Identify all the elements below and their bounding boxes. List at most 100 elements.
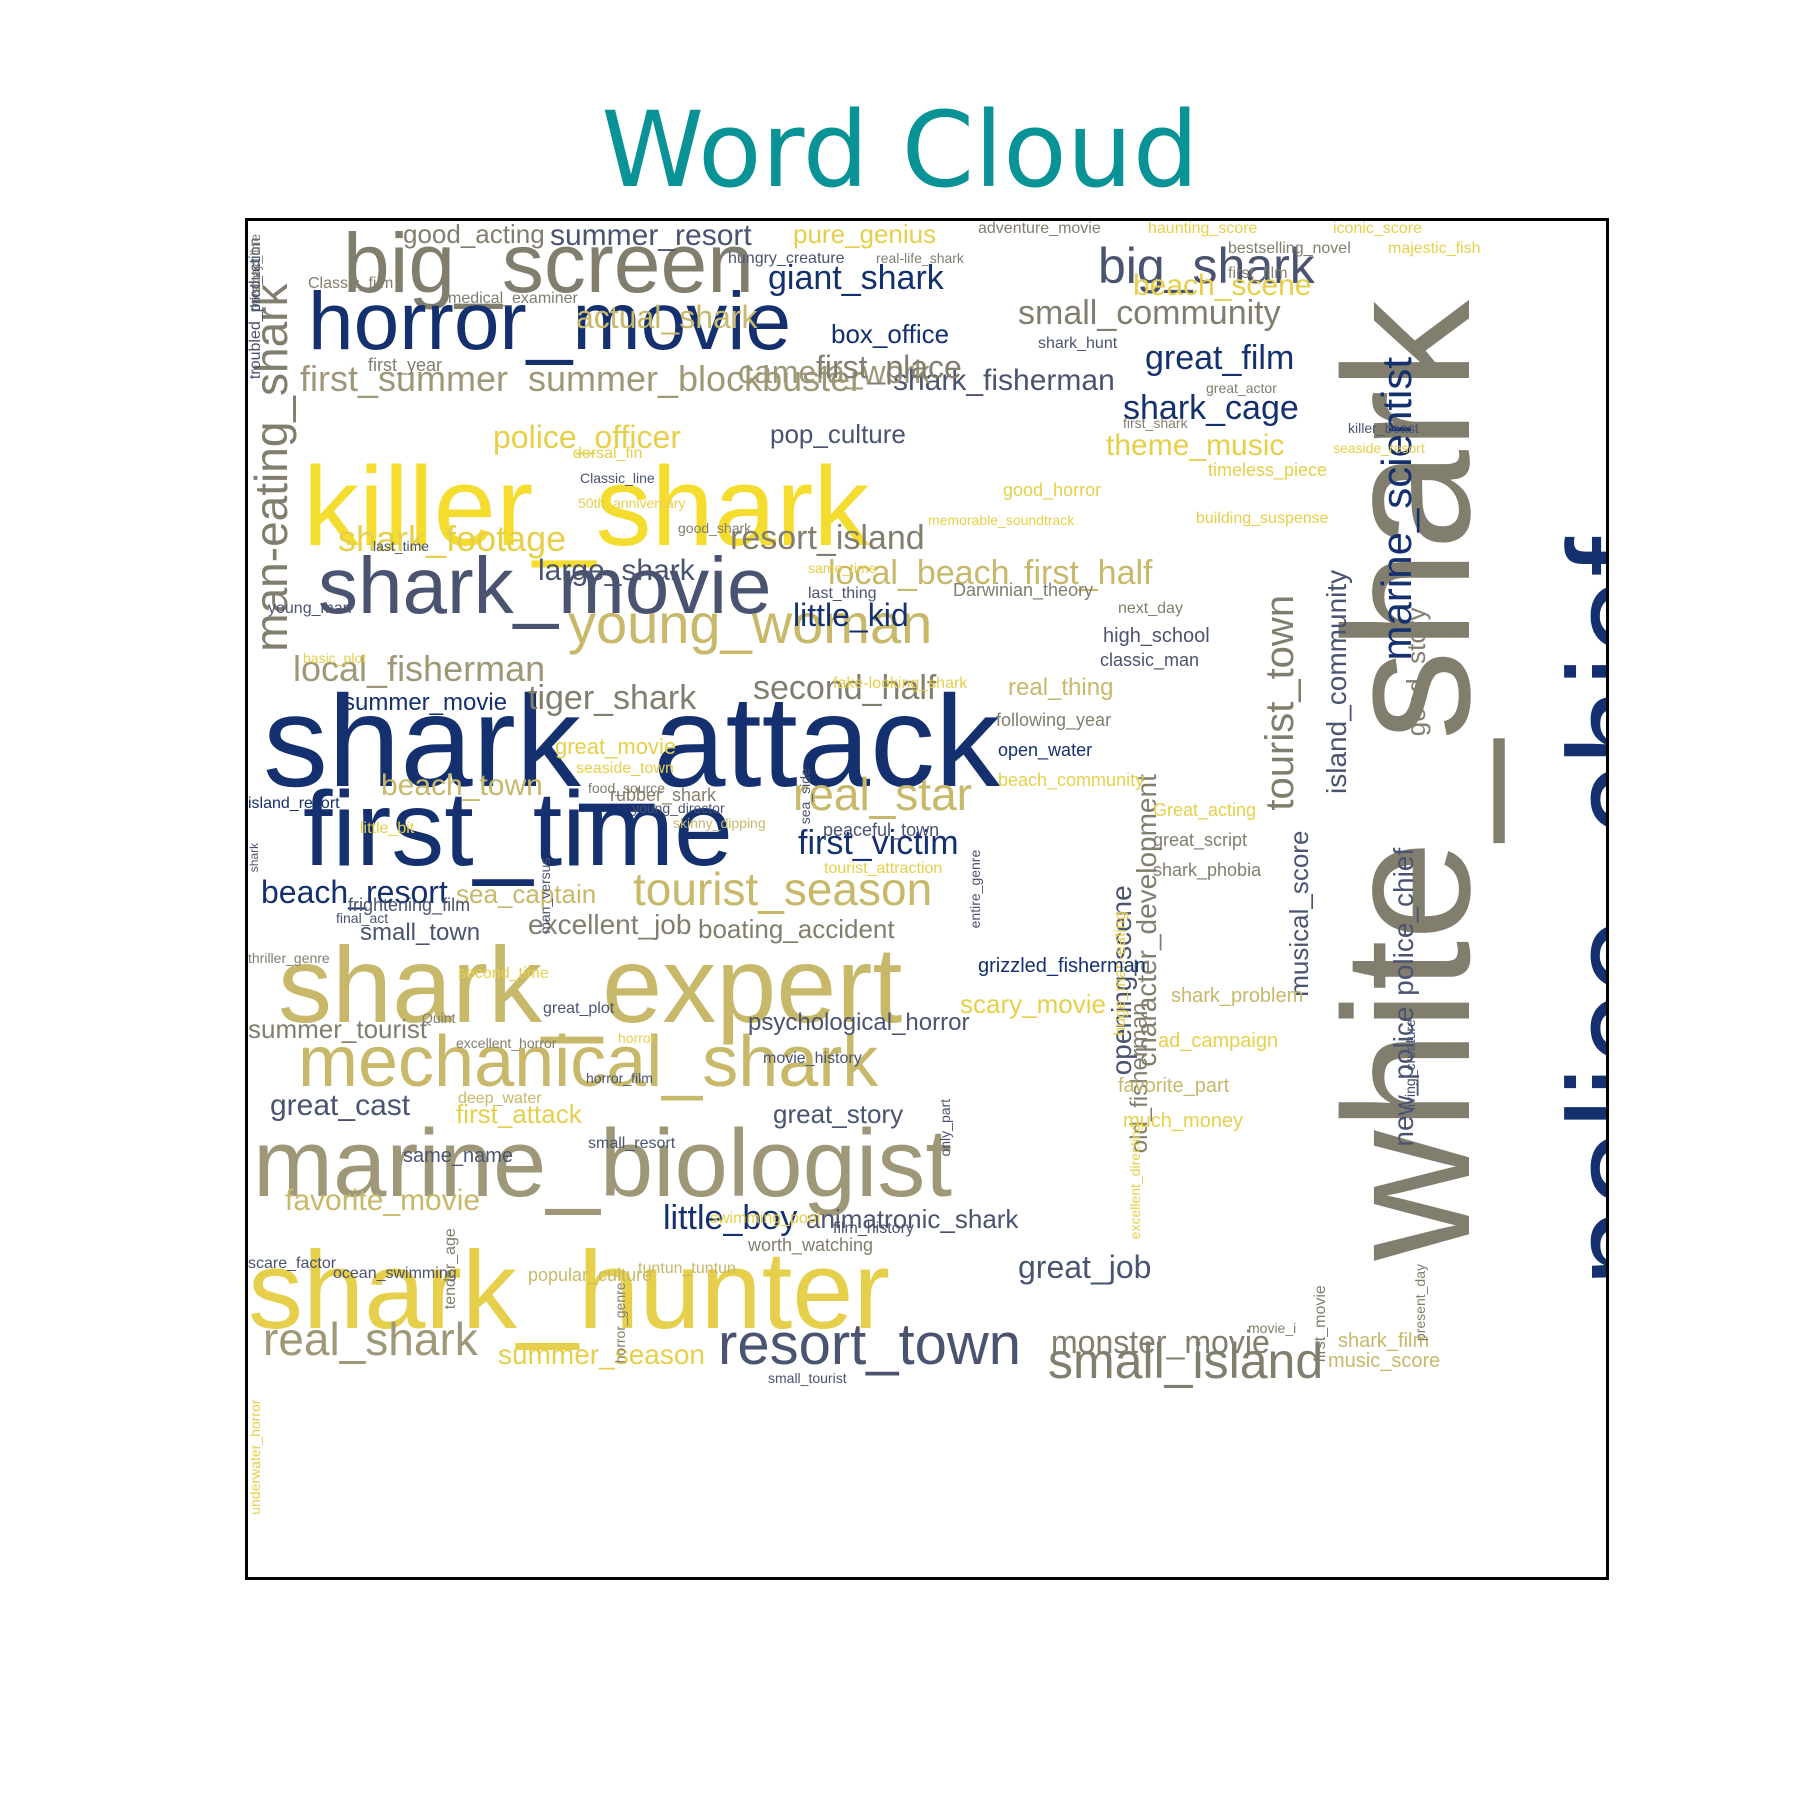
word-same-time: same_time	[808, 560, 877, 576]
word-giant-shark: giant_shark	[768, 259, 944, 297]
word-peaceful-town: peaceful_town	[823, 820, 940, 840]
word-summer-tourist: summer_tourist	[248, 1014, 428, 1044]
word-little-boy: little_boy	[663, 1199, 798, 1237]
word-horror-film: horror_film	[586, 1070, 653, 1086]
word-much-money: much_money	[1123, 1110, 1244, 1132]
word-swimming-pool: swimming_pool	[710, 1210, 821, 1227]
word-monster-movie: monster_movie	[1051, 1324, 1270, 1360]
word-small-tourist: small_tourist	[768, 1370, 847, 1386]
word-first-attack: first_attack	[456, 1099, 582, 1129]
word-50th-anniversary: 50th_anniversary	[578, 495, 686, 511]
word-medical-examiner: medical_examiner	[448, 290, 578, 307]
word-large-shark: large_shark	[538, 554, 695, 587]
word-local-beach: local_beach	[828, 554, 1010, 592]
word-summer-season: summer_season	[498, 1339, 705, 1370]
word-animatronic-shark: animatronic_shark	[806, 1204, 1019, 1234]
word-scary-movie: scary_movie	[960, 989, 1106, 1019]
word-island-resort: island_resort	[248, 795, 340, 812]
word-iconic-score: iconic_score	[1333, 220, 1422, 237]
word-first-half: first_half	[1024, 554, 1153, 592]
word-great-cast: great_cast	[270, 1089, 411, 1122]
word-beach-scene: beach_scene	[1133, 269, 1312, 302]
word-adventure-movie: adventure_movie	[978, 220, 1101, 237]
word-entire-genre: entire_genre	[967, 849, 983, 929]
word-classic-man: classic_man	[1100, 650, 1200, 670]
word-ad-campaign: ad_campaign	[1158, 1030, 1279, 1052]
word-seaside-town: seaside_town	[576, 760, 674, 777]
word-real-thing: real_thing	[1008, 674, 1114, 701]
word-great-film: great_film	[1145, 339, 1295, 377]
word-summer-resort: summer_resort	[550, 219, 752, 252]
word-good-acting: good_acting	[403, 219, 545, 249]
word-shark: shark	[247, 842, 261, 873]
word-shark-footage: shark_footage	[338, 518, 567, 559]
word-last-time: last_time	[373, 538, 430, 554]
word-small-community: small_community	[1018, 294, 1281, 332]
word-great-movie: great_movie	[555, 734, 677, 759]
word-shark-hunter: shark_hunter	[248, 1229, 891, 1352]
word-quint: Quint	[422, 1010, 456, 1026]
word-young-director: young_director	[632, 800, 725, 816]
word-pop-culture: pop_culture	[770, 419, 906, 449]
word-thriller-genre: thriller_genre	[248, 950, 330, 966]
word-ocean-swimming: ocean_swimming	[333, 1265, 457, 1282]
word-movie-i: movie_i	[1248, 1320, 1297, 1336]
word-real-shark: real_shark	[263, 1313, 478, 1365]
word-big-shark: big_shark	[1098, 238, 1315, 294]
word-shark-film: shark_film	[1338, 1330, 1430, 1352]
word-seaside-resort: seaside_resort	[1333, 440, 1425, 456]
word-summer-movie: summer_movie	[343, 689, 508, 716]
word-beach-community: beach_community	[998, 770, 1145, 790]
word-basic-plot: basic_plot	[303, 650, 367, 666]
word-film-history: film_history	[833, 1220, 914, 1237]
word-killer-beast: killer_beast	[1348, 420, 1419, 436]
word-camera-work: camera_work	[738, 354, 931, 390]
word-first-victim: first_victim	[798, 824, 959, 862]
word-local-fisherman: local_fisherman	[293, 648, 546, 689]
word-shark-fisherman: shark_fisherman	[893, 364, 1115, 397]
word-good-story: good_story	[1401, 607, 1431, 737]
word-real-life-shark: real-life_shark	[876, 250, 964, 266]
word-tourist-season: tourist_season	[633, 863, 933, 915]
word-bestselling-novel: bestselling_novel	[1228, 240, 1351, 257]
word-rubber-shark: rubber_shark	[610, 785, 717, 805]
word-beach-town: beach_town	[381, 769, 543, 802]
word-tourist-attraction: tourist_attraction	[824, 860, 943, 877]
word-man-versus: man_versus	[537, 857, 553, 934]
word-small-island: small_island	[1048, 1333, 1324, 1389]
word-tiger-shark: tiger_shark	[528, 679, 697, 717]
word-shark-expert: shark_expert	[278, 924, 903, 1045]
word-fake-looking-shark: fake-looking_shark	[833, 675, 968, 692]
word-small-resort: small_resort	[588, 1135, 676, 1152]
word-resort-island: resort_island	[730, 519, 925, 557]
word-darwinian-theory: Darwinian_theory	[953, 580, 1094, 600]
word-great-acting: Great_acting	[1153, 800, 1257, 820]
word-same-name: same_name	[403, 1145, 514, 1167]
word-psychological-horror: psychological_horror	[748, 1009, 970, 1036]
word-popular-culture: popular_culture	[528, 1265, 653, 1285]
word-marine-biologist: marine_biologist	[253, 1110, 953, 1217]
word-second-time: second_time	[458, 965, 549, 982]
word-first-time: first_time	[303, 770, 733, 888]
word-last-thing: last_thing	[808, 585, 877, 602]
word-story-line: story_line	[247, 233, 263, 294]
word-sea-captain: sea_captain	[456, 879, 597, 909]
word-sea-side: sea_side	[797, 768, 813, 825]
word-skinny-dipping: skinny_dipping	[673, 815, 766, 831]
word-great-job: great_job	[1018, 1249, 1152, 1285]
word-excellent-job: excellent_job	[528, 909, 692, 940]
word-first-summer: first_summer	[300, 358, 509, 399]
word-classic-line: Classic_line	[580, 470, 655, 486]
word-tender-age: tender_age	[442, 1228, 459, 1310]
word-classic-film: Classic_film	[308, 275, 394, 292]
word-mechanical-shark: mechanical_shark	[298, 1022, 879, 1102]
word-police-officer: police_officer	[493, 419, 681, 455]
word-dorsal-fin: dorsal_fin	[573, 445, 643, 462]
word-horror: horror	[618, 1030, 656, 1046]
word-high-school: high_school	[1103, 625, 1210, 647]
word-first-film: first_film	[1228, 265, 1288, 282]
word-deep-water: deep_water	[458, 1090, 542, 1107]
word-majestic-fish: majestic_fish	[1388, 240, 1481, 257]
word-real-star: real_star	[793, 768, 972, 820]
word-tuntun-tuntun: tuntun_tuntun	[638, 1260, 736, 1277]
